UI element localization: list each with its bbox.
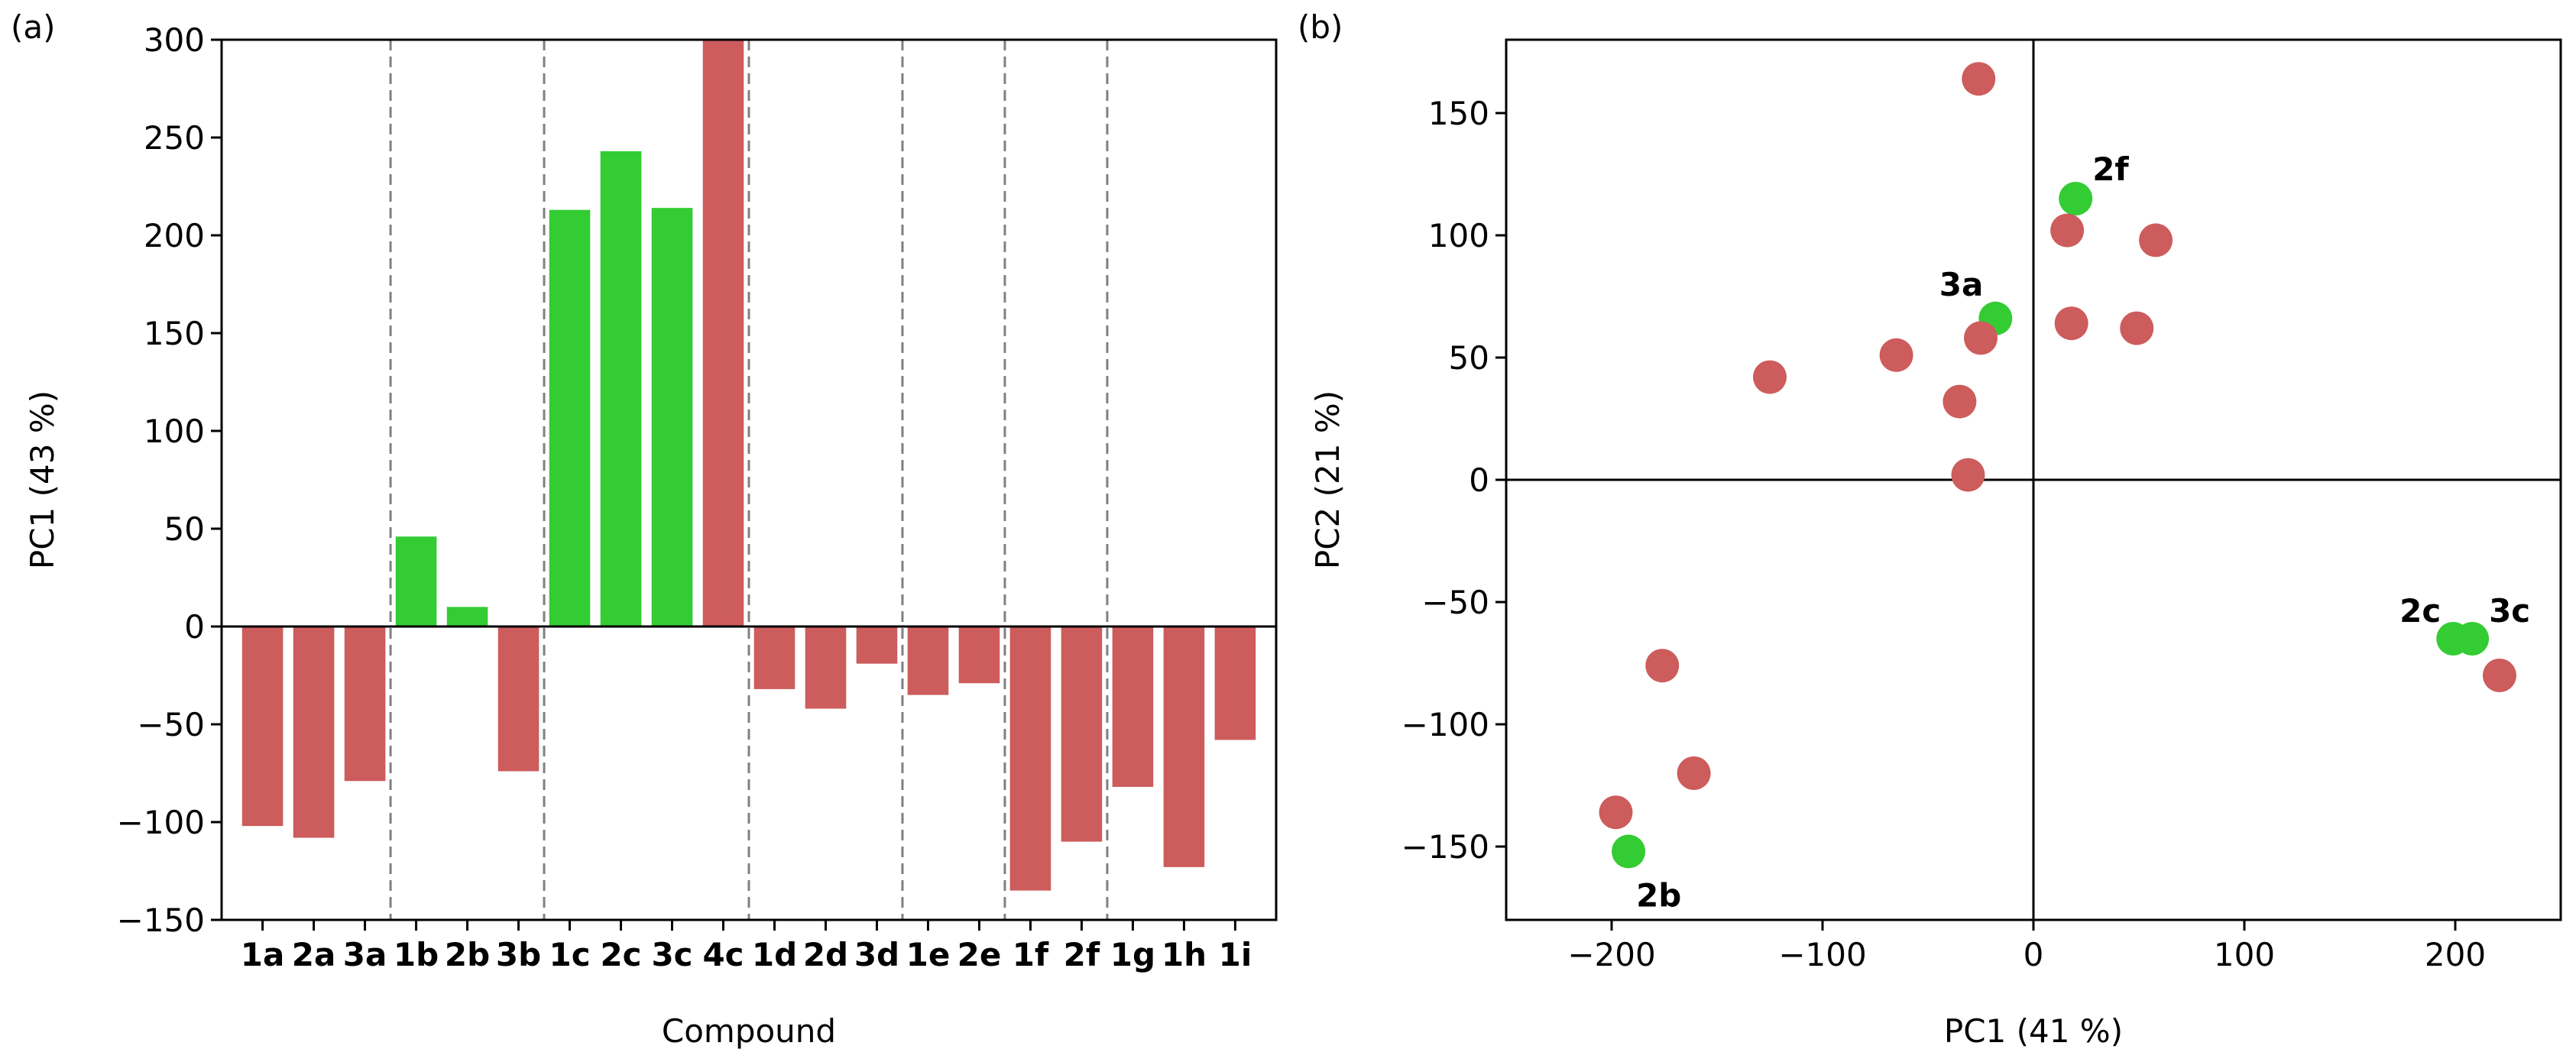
x-tick-label: 200 [2425, 936, 2486, 973]
scatter-point [1645, 649, 1680, 683]
bar-1e [907, 627, 949, 695]
scatter-point [1753, 360, 1787, 394]
x-tick-label: 2d [803, 936, 848, 973]
x-tick-label: 3c [651, 936, 692, 973]
scatter-point [2120, 311, 2154, 345]
point-label-2c: 2c [2399, 592, 2441, 630]
x-tick-label: 3b [496, 936, 541, 973]
x-tick-label: 1i [1219, 936, 1252, 973]
scatter-chart-panel: (b) 2f 3a 2c 3c 2b −150 −100 −50 0 50 100 150 −200… [1298, 8, 2562, 1050]
x-axis-label: PC1 (41 %) [1944, 1012, 2123, 1050]
y-tick-label: −50 [137, 706, 205, 743]
y-tick-label: −150 [1401, 828, 1489, 866]
panel-a-label: (a) [11, 8, 56, 46]
bar-3d [856, 627, 898, 664]
scatter-point [1943, 384, 1977, 419]
y-axis-label: PC2 (21 %) [1309, 390, 1346, 569]
y-tick-label: 0 [184, 608, 205, 646]
x-tick-label: 3a [343, 936, 387, 973]
bar-2a [293, 627, 335, 838]
x-tick-label: 1d [752, 936, 797, 973]
bar-2c [600, 151, 642, 627]
y-tick-label: −50 [1421, 584, 1489, 621]
bar-1c [549, 209, 591, 627]
y-tick-label: −100 [1401, 706, 1489, 743]
x-tick-label: 4c [702, 936, 744, 973]
x-tick-label: 1a [241, 936, 285, 973]
bar-3c [651, 208, 693, 627]
x-tick-label: 1b [394, 936, 439, 973]
scatter-point [2482, 659, 2516, 692]
bar-2e [958, 627, 1000, 684]
scatter-point [1962, 62, 1996, 96]
scatter-point [1964, 321, 1998, 355]
scatter-point [2054, 306, 2088, 341]
bar-1g [1112, 627, 1154, 787]
x-tick-label: 1f [1013, 936, 1049, 973]
point-label-3c: 3c [2489, 592, 2530, 630]
y-tick-label: 250 [144, 119, 205, 157]
bar-1h [1163, 627, 1205, 867]
x-tick-label: 100 [2214, 936, 2275, 973]
y-tick-label: 200 [144, 217, 205, 254]
y-tick-label: −150 [117, 902, 205, 939]
scatter-point-3c [2455, 622, 2490, 656]
x-tick-label: 2a [292, 936, 336, 973]
bar-1d [753, 627, 795, 689]
x-tick-label: 1c [549, 936, 590, 973]
panel-b-label: (b) [1298, 8, 1343, 46]
y-tick-label: 150 [1428, 95, 1489, 132]
bar-2d [805, 627, 847, 709]
x-tick-label: 2e [957, 936, 1002, 973]
x-axis-label: Compound [662, 1012, 836, 1050]
x-tick-label: 2b [445, 936, 490, 973]
x-tick-label: 2f [1064, 936, 1100, 973]
bar-2b [446, 607, 488, 627]
x-tick-label: 2c [600, 936, 641, 973]
scatter-point [1599, 795, 1633, 830]
plot-frame [220, 38, 1278, 921]
y-tick-label: 50 [164, 510, 205, 548]
y-tick-label: −100 [117, 804, 205, 841]
bar-chart-panel: (a) −150 −100 −50 0 50 100 150 200 250 300 1a 2a 3a… [11, 8, 1278, 1050]
scatter-point-2f [2059, 182, 2093, 215]
y-tick-label: 150 [144, 315, 205, 352]
x-tick-label: 1g [1110, 936, 1155, 973]
point-label-3a: 3a [1939, 266, 1984, 303]
bar-4c [702, 40, 744, 627]
scatter-point [1879, 338, 1913, 372]
x-tick-label: −200 [1567, 936, 1655, 973]
y-tick-label: 100 [1428, 217, 1489, 254]
point-label-2b: 2b [1636, 876, 1681, 914]
point-label-2f: 2f [2092, 151, 2129, 188]
bar-1b [395, 536, 437, 627]
x-tick-label: 1h [1162, 936, 1207, 973]
bar-1f [1009, 627, 1051, 891]
x-tick-label: 3d [854, 936, 899, 973]
bar-3a [344, 627, 386, 782]
scatter-point [2139, 223, 2173, 257]
bar-3b [497, 627, 540, 772]
y-tick-label: 0 [1469, 461, 1489, 499]
bar-1a [241, 627, 284, 827]
y-axis-label: PC1 (43 %) [24, 390, 61, 569]
scatter-point [1677, 756, 1711, 790]
y-tick-label: 50 [1449, 339, 1489, 377]
y-tick-label: 300 [144, 21, 205, 59]
x-tick-label: 0 [2024, 936, 2044, 973]
x-tick-label: −100 [1778, 936, 1866, 973]
scatter-point [2050, 213, 2085, 248]
bar-1i [1214, 627, 1256, 740]
x-tick-label: 1e [906, 936, 951, 973]
y-tick-label: 100 [144, 413, 205, 450]
bar-2f [1061, 627, 1103, 842]
scatter-point [1951, 458, 1985, 492]
scatter-point-2b [1612, 834, 1646, 869]
